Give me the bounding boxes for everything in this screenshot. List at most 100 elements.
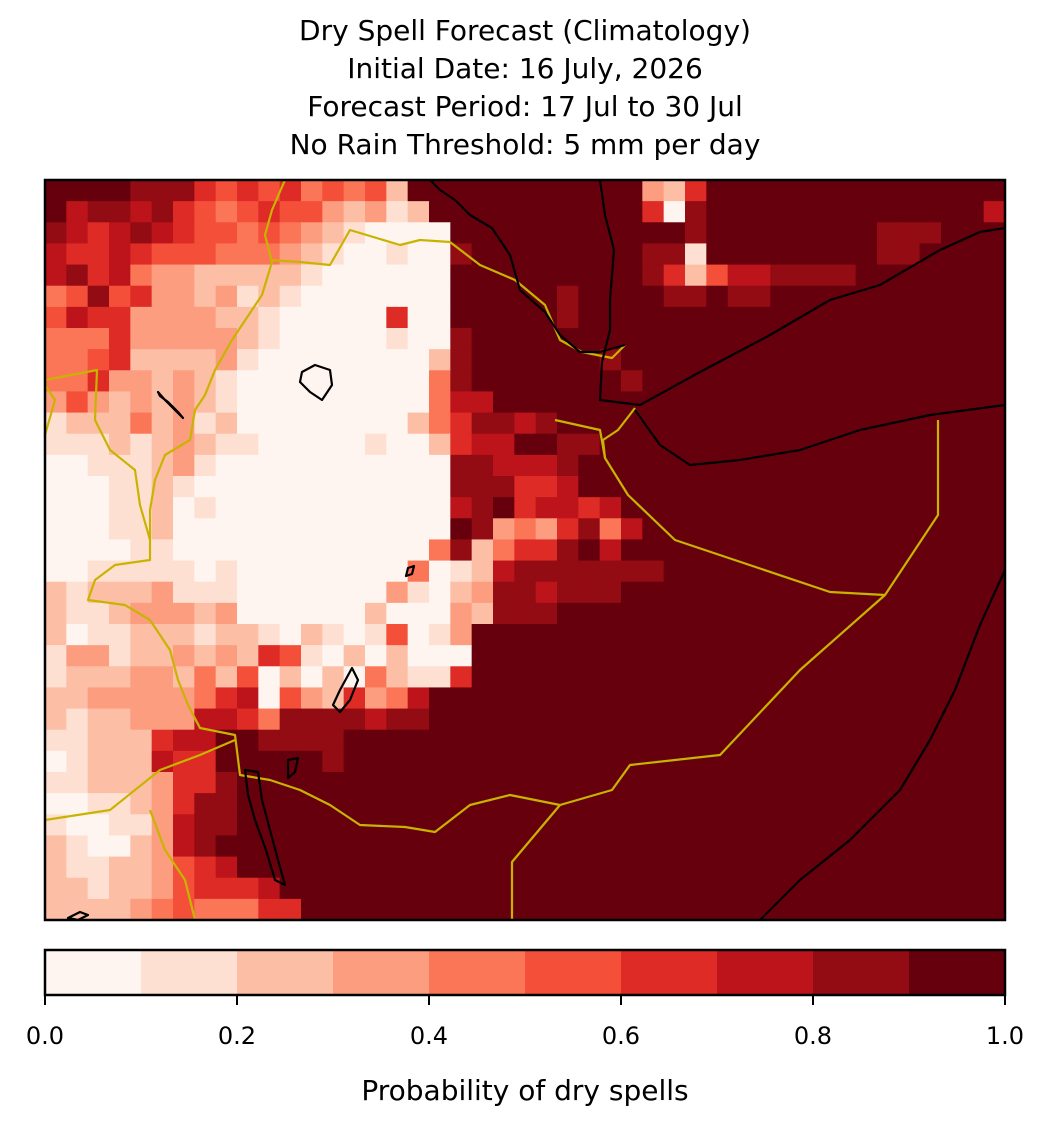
grid-cell [173, 391, 195, 414]
grid-cell [109, 602, 131, 625]
grid-cell [301, 264, 323, 287]
grid-cell [557, 645, 579, 667]
colorbar-segment [813, 950, 909, 995]
grid-cell [343, 729, 366, 752]
grid-cell [706, 560, 729, 583]
grid-cell [791, 750, 814, 773]
map-overlay [45, 180, 1005, 920]
grid-cell [173, 602, 195, 625]
grid-cell [386, 285, 409, 308]
grid-cell [535, 602, 558, 625]
grid-cell [407, 264, 430, 287]
grid-cell [407, 518, 430, 541]
grid-cell [706, 497, 729, 519]
grid-cell [109, 412, 131, 435]
grid-cell [834, 476, 857, 498]
grid-cell [834, 835, 857, 858]
grid-cell [343, 201, 366, 223]
grid-cell [813, 645, 835, 667]
grid-cell [749, 729, 771, 752]
grid-cell [386, 687, 409, 710]
grid-cell [386, 539, 409, 562]
grid-cell [727, 772, 750, 794]
grid-cell [66, 201, 89, 223]
grid-cell [791, 518, 814, 541]
grid-cell [215, 666, 238, 689]
grid-cell [429, 750, 451, 773]
grid-cell [642, 581, 665, 604]
grid-cell [130, 201, 153, 223]
grid-cell [450, 264, 473, 287]
grid-cell [279, 201, 302, 223]
grid-cell [301, 412, 323, 435]
grid-cell [898, 645, 921, 667]
grid-cell [386, 497, 409, 519]
grid-cell [813, 264, 835, 287]
grid-cell [301, 180, 323, 202]
grid-cell [813, 708, 835, 731]
grid-cell [514, 750, 537, 773]
grid-cell [301, 624, 323, 646]
grid-cell [429, 201, 451, 223]
grid-cell [727, 602, 750, 625]
grid-cell [685, 560, 707, 583]
grid-cell [727, 666, 750, 689]
grid-cell [130, 180, 153, 202]
grid-cell [471, 814, 494, 837]
grid-cell [322, 772, 345, 794]
grid-cell [386, 306, 409, 329]
grid-cell [258, 602, 281, 625]
grid-cell [301, 433, 323, 456]
grid-cell [109, 898, 131, 920]
grid-cell [322, 602, 345, 625]
grid-cell [215, 645, 238, 667]
grid-cell [813, 180, 835, 202]
colorbar-tick-label: 0.6 [602, 1022, 640, 1050]
grid-cell [599, 497, 622, 519]
grid-cell [151, 602, 174, 625]
grid-cell [429, 729, 451, 752]
grid-cell [151, 349, 174, 371]
grid-cell [642, 285, 665, 308]
grid-cell [877, 433, 899, 456]
grid-cell [642, 645, 665, 667]
grid-cell [151, 433, 174, 456]
grid-cell [599, 581, 622, 604]
grid-cell [130, 518, 153, 541]
grid-cell [109, 750, 131, 773]
grid-cell [237, 497, 259, 519]
grid-cell [599, 708, 622, 731]
country-border [510, 804, 561, 920]
grid-cell [471, 750, 494, 773]
grid-cell [621, 793, 643, 815]
grid-cell [429, 222, 451, 245]
grid-cell [514, 666, 537, 689]
grid-cell [642, 201, 665, 223]
grid-cell [535, 750, 558, 773]
grid-cell [87, 454, 110, 477]
grid-cell [770, 581, 793, 604]
grid-cell [663, 729, 686, 752]
grid-cell [66, 349, 89, 371]
grid-cell [450, 877, 473, 900]
grid-cell [962, 349, 985, 371]
grid-cell [642, 602, 665, 625]
grid-cell [450, 793, 473, 815]
grid-cell [877, 349, 899, 371]
grid-cell [813, 877, 835, 900]
grid-cell [407, 412, 430, 435]
grid-cell [343, 222, 366, 245]
grid-cell [173, 476, 195, 498]
grid-cell [770, 370, 793, 393]
grid-cell [130, 433, 153, 456]
grid-cell [578, 391, 601, 414]
grid-cell [770, 454, 793, 477]
grid-cell [578, 835, 601, 858]
grid-cell [941, 180, 963, 202]
grid-cell [898, 306, 921, 329]
grid-cell [365, 201, 387, 223]
grid-cell [663, 349, 686, 371]
grid-cell [770, 708, 793, 731]
grid-cell [621, 285, 643, 308]
grid-cell [813, 306, 835, 329]
